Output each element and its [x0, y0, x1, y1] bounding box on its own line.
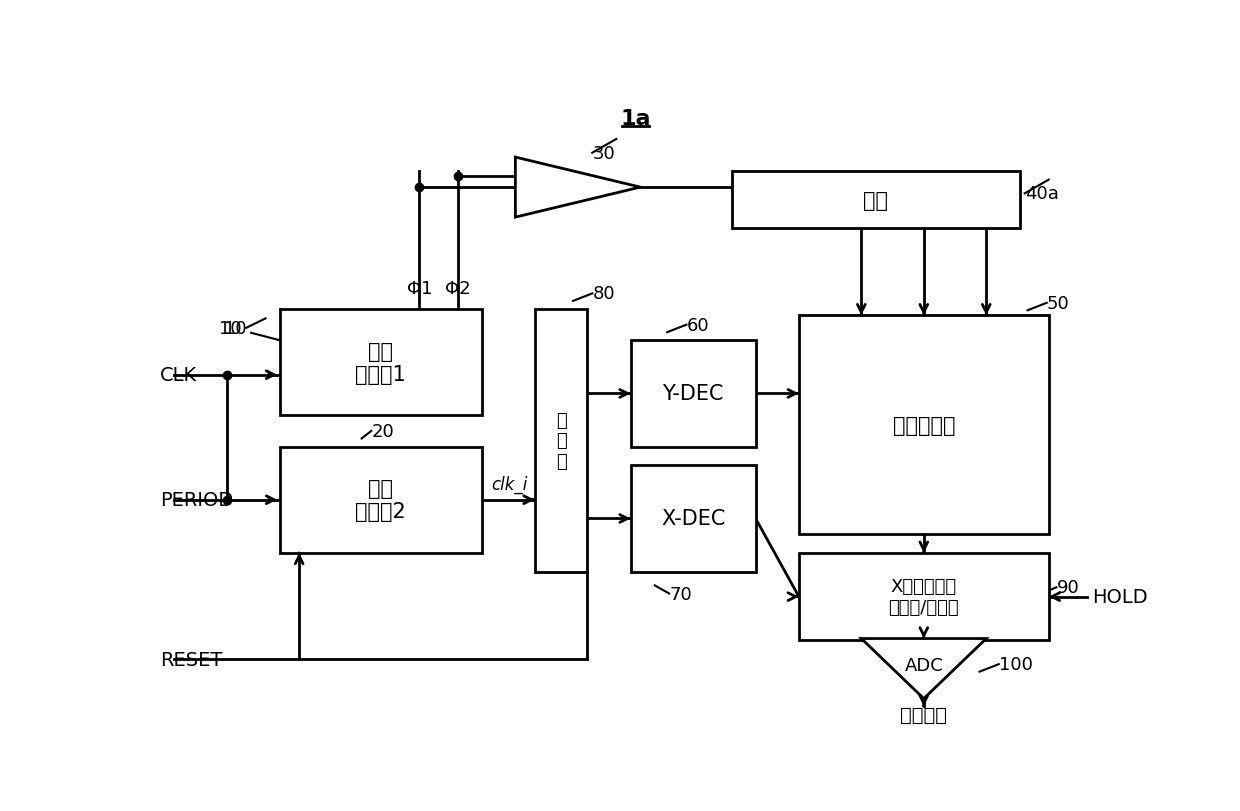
Text: PERIOD: PERIOD	[160, 491, 233, 509]
Text: 10: 10	[223, 320, 247, 337]
Text: 50: 50	[1047, 294, 1070, 312]
Bar	[280, 310, 481, 416]
Text: 10: 10	[219, 320, 242, 337]
Text: 时钟
产生刨2: 时钟 产生刨2	[356, 478, 407, 521]
Text: 90: 90	[1056, 578, 1079, 597]
Text: 数据输出: 数据输出	[900, 705, 947, 723]
Polygon shape	[516, 158, 640, 218]
Text: clk_i: clk_i	[491, 475, 528, 494]
Text: 70: 70	[670, 585, 692, 603]
Text: 100: 100	[998, 655, 1033, 673]
Bar	[631, 466, 755, 572]
Text: RESET: RESET	[160, 650, 222, 669]
Text: CLK: CLK	[160, 366, 197, 384]
Polygon shape	[862, 639, 986, 699]
Text: 20: 20	[371, 423, 394, 440]
Text: X多路复用器
（取样/保持）: X多路复用器 （取样/保持）	[889, 577, 959, 616]
Bar	[631, 341, 755, 447]
Bar	[732, 172, 1019, 229]
Text: 1a: 1a	[620, 109, 651, 129]
Bar	[799, 315, 1049, 534]
Text: 时钟
产生刨1: 时钟 产生刨1	[356, 341, 407, 384]
Text: 计
数
器: 计 数 器	[556, 411, 567, 470]
Text: 30: 30	[593, 144, 615, 162]
Bar	[280, 447, 481, 553]
Text: Y-DEC: Y-DEC	[662, 384, 724, 404]
Text: ADC: ADC	[904, 657, 944, 675]
Text: 40a: 40a	[1024, 185, 1059, 203]
Text: 60: 60	[687, 316, 709, 334]
Text: 边框: 边框	[863, 191, 888, 210]
Text: 80: 80	[593, 285, 615, 303]
Text: Φ1: Φ1	[407, 279, 432, 297]
Text: HOLD: HOLD	[1092, 587, 1147, 607]
Text: 传感器阵列: 传感器阵列	[893, 415, 955, 436]
Text: Φ2: Φ2	[445, 279, 470, 297]
Bar	[799, 553, 1049, 641]
Bar	[534, 310, 588, 572]
Text: X-DEC: X-DEC	[661, 508, 725, 529]
